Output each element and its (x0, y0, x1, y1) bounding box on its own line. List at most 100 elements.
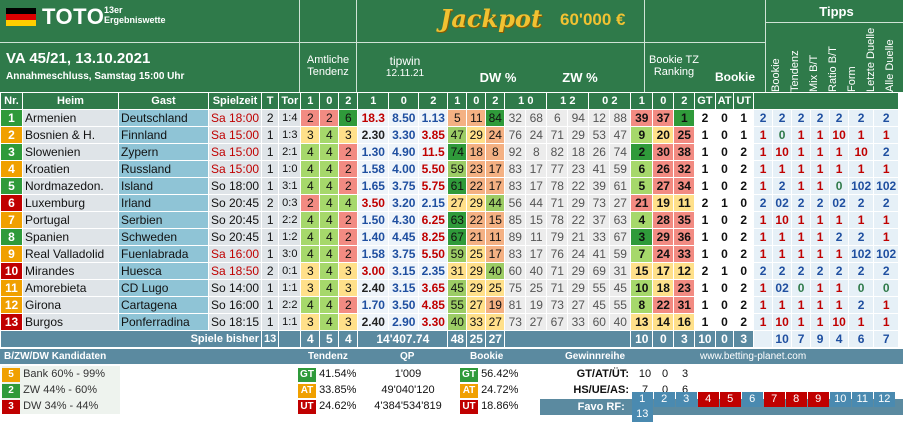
score: 1:2 (278, 228, 302, 246)
tipp-3: 1 (791, 245, 812, 263)
amtliche-0: 4 (319, 194, 340, 212)
amtliche-1: 4 (300, 211, 321, 229)
summary-a1: 4 (300, 330, 321, 348)
zw-12-b: 94 (567, 109, 590, 127)
tipp-4: 2 (810, 262, 831, 280)
score: 1:3 (278, 126, 302, 144)
bookie-tz-label: Bookie TZ (649, 54, 699, 66)
qp-box: 1'009 49'040'120 4'384'534'819 (362, 366, 454, 414)
home-team: Girona (22, 296, 119, 314)
summary-gt: 10 (694, 330, 716, 348)
zw-12-b: 29 (567, 194, 590, 212)
row-number: 7 (0, 211, 23, 229)
quote-1: 1.65 (357, 177, 390, 195)
kickoff-time: So 20:45 (207, 194, 263, 212)
tipp-1: 1 (753, 160, 774, 178)
zw-02-a: 55 (588, 279, 611, 297)
zw-02-b: 55 (609, 296, 632, 314)
quote-1: 1.70 (357, 296, 390, 314)
tipp-5: 02 (829, 194, 850, 212)
tipp-6: 1 (848, 160, 875, 178)
bookie-ut: 2 (733, 177, 755, 195)
gat-value-1: 10 (638, 368, 652, 380)
tipp-6: 102 (848, 245, 875, 263)
col-q0: 0 (388, 92, 420, 110)
zw-02-a: 73 (588, 194, 611, 212)
zw-12-a: 78 (546, 177, 569, 195)
tipp-7: 1 (873, 211, 900, 229)
quote-2: 11.5 (418, 143, 449, 161)
qp-value-3: 4'384'534'819 (374, 400, 442, 412)
zw-02-b: 59 (609, 245, 632, 263)
zw-12-a: 71 (546, 126, 569, 144)
amtliche-1: 4 (300, 296, 321, 314)
quote-2: 5.75 (418, 177, 449, 195)
dw-2: 15 (485, 211, 506, 229)
bookie-at: 0 (714, 126, 735, 144)
amtliche-1: 4 (300, 160, 321, 178)
hs-value-1: 7 (641, 384, 649, 396)
zw-12-b: 22 (567, 177, 590, 195)
tipp-3: 2 (791, 262, 812, 280)
quote-2: 1.13 (418, 109, 449, 127)
home-team: Slowenien (22, 143, 119, 161)
dw-0: 29 (466, 262, 487, 280)
amtliche-1: 3 (300, 262, 321, 280)
tipp-7: 1 (873, 296, 900, 314)
dw-1: 74 (447, 143, 468, 161)
tipp-2: 1 (772, 296, 793, 314)
bookie-ut: 1 (733, 109, 755, 127)
amtliche-2: 2 (338, 160, 359, 178)
tipp-6: 2 (848, 262, 875, 280)
zw-10-b: 25 (525, 279, 548, 297)
bank-label: Bank (23, 368, 49, 380)
quote-1: 1.58 (357, 245, 390, 263)
amtliche-0: 4 (319, 262, 340, 280)
bookie-gt: 1 (694, 160, 716, 178)
amtliche-0: 4 (319, 143, 340, 161)
tipp-7: 1 (873, 313, 900, 331)
quote-0: 3.15 (388, 262, 420, 280)
tipp-1: 1 (753, 143, 774, 161)
home-team: Amorebieta (22, 279, 119, 297)
bookie-rank-0: 19 (652, 194, 675, 212)
bookie-gt: 2 (694, 194, 716, 212)
tipps-col-bookie: Bookie (770, 58, 782, 92)
summary-t: 13 (261, 330, 280, 348)
zw-12-a: 79 (546, 228, 569, 246)
zw-12-b: 24 (567, 245, 590, 263)
tipp-3: 1 (791, 228, 812, 246)
favo-cell: 10 (829, 392, 851, 407)
tendency: 2 (261, 262, 280, 280)
zw-02-b: 47 (609, 126, 632, 144)
zw-10-a: 85 (504, 211, 527, 229)
amtliche-0: 4 (319, 160, 340, 178)
summary-at: 0 (714, 330, 735, 348)
amtliche-tendenz-header: Amtliche Tendenz (300, 54, 356, 78)
favo-cell: 6 (741, 392, 763, 407)
bookie-gt: 1 (694, 143, 716, 161)
summary-tipp-6: 7 (873, 330, 900, 348)
bookie-at: 0 (714, 313, 735, 331)
bookie-rank-2: 38 (673, 143, 696, 161)
amtliche-1: 3 (300, 279, 321, 297)
summary-tipwin: 14'407.74 (357, 330, 449, 348)
bookie-rank-2: 1 (673, 109, 696, 127)
tipp-4: 1 (810, 211, 831, 229)
zw-02-b: 74 (609, 143, 632, 161)
tipp-7: 0 (873, 279, 900, 297)
tipp-6: 1 (848, 211, 875, 229)
bookie-ut: 2 (733, 296, 755, 314)
away-team: Ponferradina (118, 313, 209, 331)
quote-0: 3.75 (388, 177, 420, 195)
home-team: Nordmazedon. (22, 177, 119, 195)
quote-0: 4.00 (388, 160, 420, 178)
tipp-3: 1 (791, 296, 812, 314)
footer-panel: B/ZW/DW Kandidaten Tendenz QP Bookie Gew… (0, 349, 903, 431)
tipwin-header: tipwin 12.11.21 (360, 54, 450, 79)
amtliche-0: 4 (319, 211, 340, 229)
quote-1: 1.30 (357, 143, 390, 161)
hs-value-2: 0 (661, 384, 669, 396)
dw-0: 29 (466, 279, 487, 297)
summary-tipp-5: 6 (848, 330, 875, 348)
